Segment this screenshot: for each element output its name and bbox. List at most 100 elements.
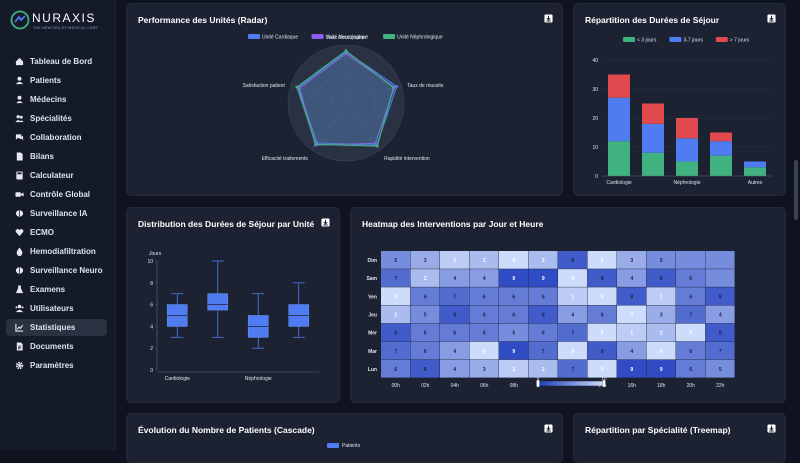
- drop-icon: [16, 247, 23, 256]
- legend-swatch: [327, 443, 339, 449]
- video-icon: [15, 192, 24, 197]
- sidebar-item-controle-global[interactable]: Contrôle Global: [6, 186, 107, 203]
- heatmap-cell: [410, 341, 440, 360]
- users-icon: [15, 115, 24, 123]
- heatmap-cell-value: 5: [512, 331, 515, 337]
- heatmap-cell-value: 6: [394, 367, 397, 373]
- heatmap-cell: [440, 341, 470, 360]
- sidebar-item-ecmo[interactable]: ECMO: [6, 224, 107, 241]
- sidebar: NURAXIS THE NEW ERA OF MEDICAL CARE Tabl…: [0, 0, 116, 450]
- sidebar-item-calculateur[interactable]: Calculateur: [6, 167, 107, 184]
- heatmap-cell: [440, 251, 470, 269]
- heatmap-cell: [499, 287, 529, 306]
- sidebar-item-specialites[interactable]: Spécialités: [6, 110, 107, 127]
- heatmap-cell: [440, 359, 470, 378]
- heatmap-col-label: 20h: [687, 383, 696, 389]
- sidebar-item-utilisateurs[interactable]: Utilisateurs: [6, 300, 107, 317]
- heatmap-cell-value: 2: [483, 258, 486, 264]
- radar-spoke: [345, 84, 402, 104]
- stack-card: Répartition des Durées de Séjour < 3 jou…: [573, 3, 786, 196]
- bar-segment: [744, 161, 766, 168]
- treemap-card: Répartition par Spécialité (Treemap): [573, 413, 786, 463]
- user-group-icon: [15, 304, 24, 313]
- heatmap-cell-value: 6: [542, 331, 545, 337]
- sidebar-item-examens[interactable]: Examens: [6, 281, 107, 298]
- box-plot-chart: Jours 0 2 4 6 8 10 Cardiologie Néphrologie: [147, 251, 319, 382]
- heatmap-cell: [410, 287, 440, 306]
- radar-point: [373, 141, 377, 145]
- sidebar-item-tableau-de-bord[interactable]: Tableau de Bord: [6, 53, 107, 70]
- heatmap-row-label: Sam: [366, 276, 377, 282]
- heatmap-cell: [410, 359, 440, 378]
- download-icon[interactable]: [544, 424, 553, 433]
- gear-icon: [15, 361, 24, 370]
- heatmap-cell: [558, 269, 588, 287]
- heatmap-cell-value: 6: [483, 331, 486, 337]
- sidebar-item-statistiques[interactable]: Statistiques: [6, 319, 107, 336]
- heatmap-cell: [469, 305, 499, 324]
- heatmap-col-label: 06h: [480, 383, 489, 389]
- cascade-card: Évolution du Nombre de Patients (Cascade…: [126, 413, 563, 463]
- heatmap-cell-value: 2: [660, 331, 663, 337]
- heatmap-cell: [499, 269, 529, 287]
- sidebar-item-collaboration[interactable]: Collaboration: [6, 129, 107, 146]
- legend-item[interactable]: Patients: [327, 443, 360, 449]
- heatmap-cell: [705, 269, 735, 287]
- sidebar-item-medecins[interactable]: Médecins: [6, 91, 107, 108]
- legend-label: Unité Néphrologique: [397, 35, 443, 41]
- doctor-icon: [16, 95, 23, 104]
- page-scrollbar[interactable]: [794, 160, 798, 220]
- y-tick-label: 30: [592, 87, 598, 93]
- heatmap-cell: [469, 269, 499, 287]
- radar-card: Performance des Unités (Radar) Unité Car…: [126, 3, 563, 196]
- heatmap-cell: [558, 359, 588, 378]
- x-tick-label: Néphrologie: [245, 376, 272, 382]
- heatmap-cell-value: 2: [542, 258, 545, 264]
- heatmap-col-label: 04h: [451, 383, 460, 389]
- download-icon[interactable]: [767, 424, 776, 433]
- heatmap-cell: [646, 323, 676, 342]
- heatmap-cell-value: 8: [601, 276, 604, 282]
- legend-swatch: [311, 34, 324, 39]
- sidebar-item-parametres[interactable]: Paramètres: [6, 357, 107, 374]
- heatmap-cell: [381, 287, 411, 306]
- radar-point: [395, 85, 399, 88]
- heatmap-cell: [410, 305, 440, 324]
- heatmap-cell-value: 6: [512, 313, 515, 319]
- y-tick-label: 20: [592, 116, 598, 122]
- heatmap-cell: [440, 287, 470, 306]
- bar-segment: [608, 97, 630, 142]
- heatmap-cell: [646, 287, 676, 306]
- sidebar-item-label: Paramètres: [30, 361, 74, 370]
- sidebar-item-surveillance-ia[interactable]: Surveillance IA: [6, 205, 107, 222]
- download-icon[interactable]: [767, 14, 776, 23]
- radar-axis-label: Taux de réussite: [407, 83, 444, 89]
- download-icon[interactable]: [321, 218, 330, 227]
- heatmap-cell-value: 4: [453, 349, 456, 355]
- sidebar-item-documents[interactable]: Documents: [6, 338, 107, 355]
- heatmap-cell: [440, 305, 470, 324]
- heatmap-cell-value: 4: [453, 367, 456, 373]
- heatmap-cell: [676, 323, 706, 342]
- heatmap-cell: [705, 287, 735, 306]
- radar-chart: Unité Cardiaque Unité Neurologique Unité N…: [243, 34, 444, 162]
- heatmap-cell: [528, 251, 558, 269]
- sidebar-item-surveillance-neuro[interactable]: Surveillance Neuro: [6, 262, 107, 279]
- heatmap-cell: [617, 251, 647, 269]
- radar-axis-label: Rapidité intervention: [384, 156, 430, 162]
- radar-point: [314, 142, 318, 146]
- heatmap-cell: [410, 269, 440, 287]
- download-icon[interactable]: [544, 14, 553, 23]
- sidebar-item-hemodiafiltration[interactable]: Hemodiafiltration: [6, 243, 107, 260]
- sidebar-item-label: Documents: [30, 342, 74, 351]
- sidebar-item-bilans[interactable]: Bilans: [6, 148, 107, 165]
- bar-segment: [710, 141, 732, 156]
- sidebar-item-patients[interactable]: Patients: [6, 72, 107, 89]
- radar-point: [344, 52, 348, 56]
- sidebar-item-label: Médecins: [30, 95, 67, 104]
- heatmap-cell-value: 6: [689, 294, 692, 300]
- heatmap-cell-value: 7: [394, 276, 397, 282]
- heatmap-cell-value: 4: [630, 349, 633, 355]
- x-tick-label: Autres: [748, 180, 763, 186]
- logo[interactable]: NURAXIS THE NEW ERA OF MEDICAL CARE: [10, 9, 110, 35]
